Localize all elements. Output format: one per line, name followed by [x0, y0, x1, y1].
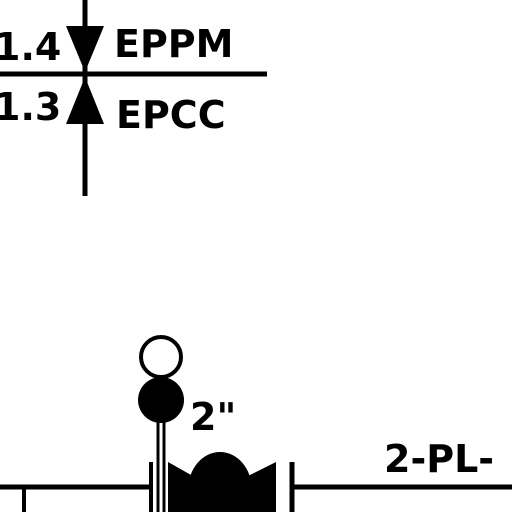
upper-tag-label: EPPM	[114, 22, 233, 66]
break-point-symbol	[0, 0, 267, 196]
valve-ball-icon	[188, 452, 252, 512]
upper-value-label: 1.4	[0, 25, 61, 69]
lower-value-label: 1.3	[0, 85, 61, 129]
down-triangle-icon	[66, 26, 104, 72]
open-indicator-icon	[139, 335, 183, 379]
size-label: 2"	[190, 395, 236, 439]
up-triangle-icon	[66, 77, 104, 124]
line-id-label: 2-PL-	[384, 437, 494, 481]
closed-indicator-icon	[138, 377, 184, 423]
valve-body-right-icon	[240, 462, 276, 512]
lower-tag-label: EPCC	[116, 93, 226, 137]
